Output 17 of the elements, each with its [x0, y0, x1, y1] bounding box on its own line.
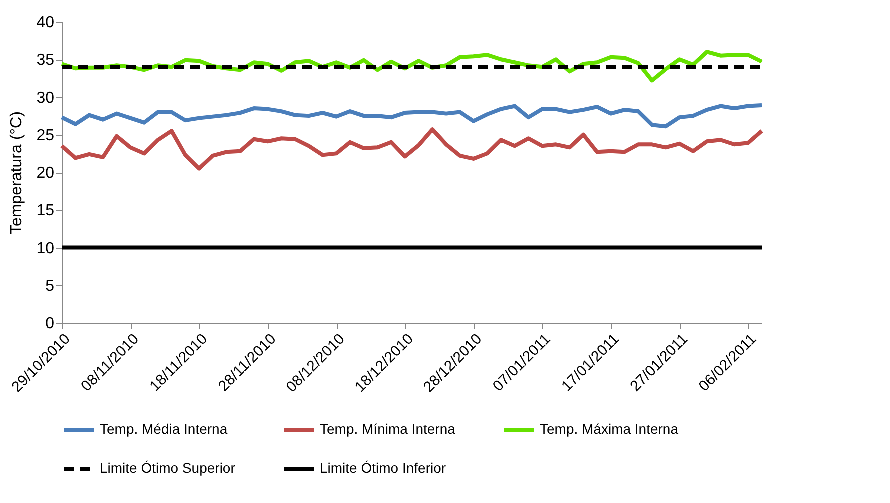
y-tick-label: 0: [46, 316, 55, 332]
y-tick-label: 15: [36, 202, 55, 220]
y-axis-title: Temperatura (°C): [8, 112, 26, 234]
y-tick-label: 20: [36, 165, 55, 182]
line-series: [60, 104, 764, 129]
legend-label: Temp. Máxima Interna: [540, 421, 679, 437]
y-tick-label: 30: [36, 90, 55, 107]
y-tick-label: 25: [36, 127, 55, 144]
y-tick-label: 5: [46, 278, 55, 295]
legend-label: Temp. Mínima Interna: [320, 421, 456, 437]
line-series: [60, 128, 764, 171]
legend-label: Temp. Média Interna: [100, 421, 228, 437]
y-tick-label: 10: [36, 240, 55, 258]
y-tick-label: 35: [36, 52, 55, 70]
legend-label: Limite Ótimo Inferior: [320, 460, 446, 476]
legend-label: Limite Ótimo Superior: [100, 460, 236, 476]
y-tick-label: 40: [36, 14, 55, 32]
